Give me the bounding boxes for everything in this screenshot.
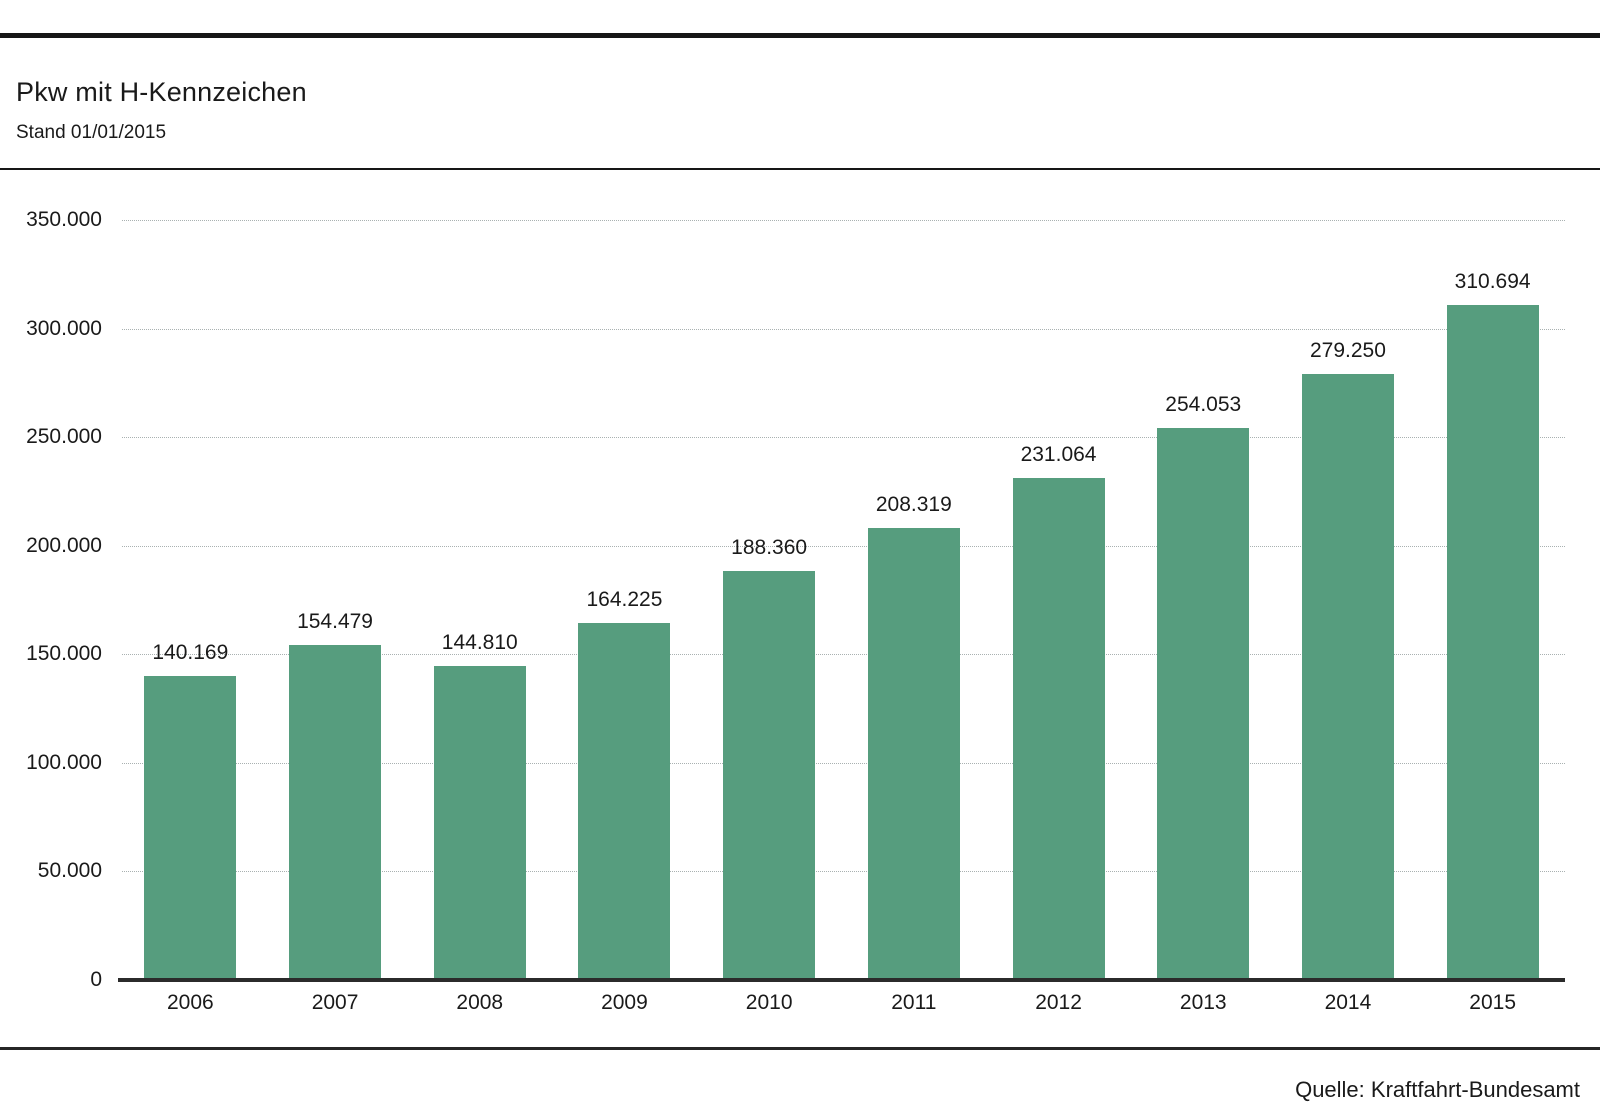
y-tick-label: 150.000 [26, 642, 102, 666]
source-label: Quelle: Kraftfahrt-Bundesamt [1295, 1077, 1580, 1102]
bar-value-label: 231.064 [1020, 443, 1097, 467]
x-tick-label: 2009 [601, 991, 648, 1014]
x-tick-label: 2014 [1324, 991, 1372, 1014]
gridline [122, 220, 1565, 221]
bar-2007 [289, 644, 382, 980]
y-tick-label: 350.000 [26, 208, 102, 231]
bar-2009 [578, 623, 671, 980]
gridline [122, 762, 1565, 764]
y-tick-label: 100.000 [26, 750, 102, 774]
header-divider [0, 168, 1600, 170]
x-tick-label: 2015 [1469, 991, 1516, 1014]
top-divider [0, 33, 1600, 38]
bar-value-label: 164.225 [586, 588, 663, 612]
bottom-divider [0, 1047, 1600, 1050]
bar-2012 [1012, 478, 1105, 980]
x-tick-label: 2008 [456, 991, 504, 1014]
chart-title: Pkw mit H-Kennzeichen [16, 77, 307, 107]
y-tick-label: 250.000 [26, 425, 102, 449]
x-tick-label: 2010 [745, 991, 793, 1014]
y-tick-label: 200.000 [26, 533, 102, 557]
bar-value-label: 310.694 [1454, 270, 1531, 294]
bar-value-label: 279.250 [1309, 338, 1386, 362]
x-tick-label: 2011 [891, 991, 937, 1014]
gridline [122, 328, 1565, 330]
x-tick-label: 2013 [1179, 991, 1227, 1014]
chart-subtitle: Stand 01/01/2015 [16, 122, 167, 143]
y-tick-label: 300.000 [26, 316, 102, 340]
bar-2008 [433, 665, 526, 980]
y-tick-label: 50.000 [37, 859, 102, 883]
bar-2015 [1446, 305, 1539, 980]
x-tick-label: 2012 [1035, 991, 1082, 1014]
gridline [122, 654, 1565, 656]
bar-value-label: 144.810 [441, 630, 518, 654]
bar-2014 [1301, 373, 1394, 980]
bar-2011 [867, 527, 960, 980]
x-tick-label: 2007 [311, 991, 359, 1014]
bar-2006 [144, 675, 237, 980]
bar-2013 [1157, 428, 1250, 980]
y-tick-label: 0 [90, 968, 102, 991]
gridline [122, 437, 1565, 439]
x-axis-line [118, 978, 1565, 982]
bar-value-label: 188.360 [731, 535, 808, 559]
bar-value-label: 254.053 [1165, 393, 1242, 417]
bar-value-label: 208.319 [875, 492, 952, 516]
bar-value-label: 140.169 [152, 640, 229, 664]
gridline [122, 545, 1565, 547]
gridline [122, 871, 1565, 873]
bar-value-label: 154.479 [297, 609, 373, 633]
bar-2010 [723, 570, 816, 980]
x-tick-label: 2006 [166, 991, 214, 1014]
